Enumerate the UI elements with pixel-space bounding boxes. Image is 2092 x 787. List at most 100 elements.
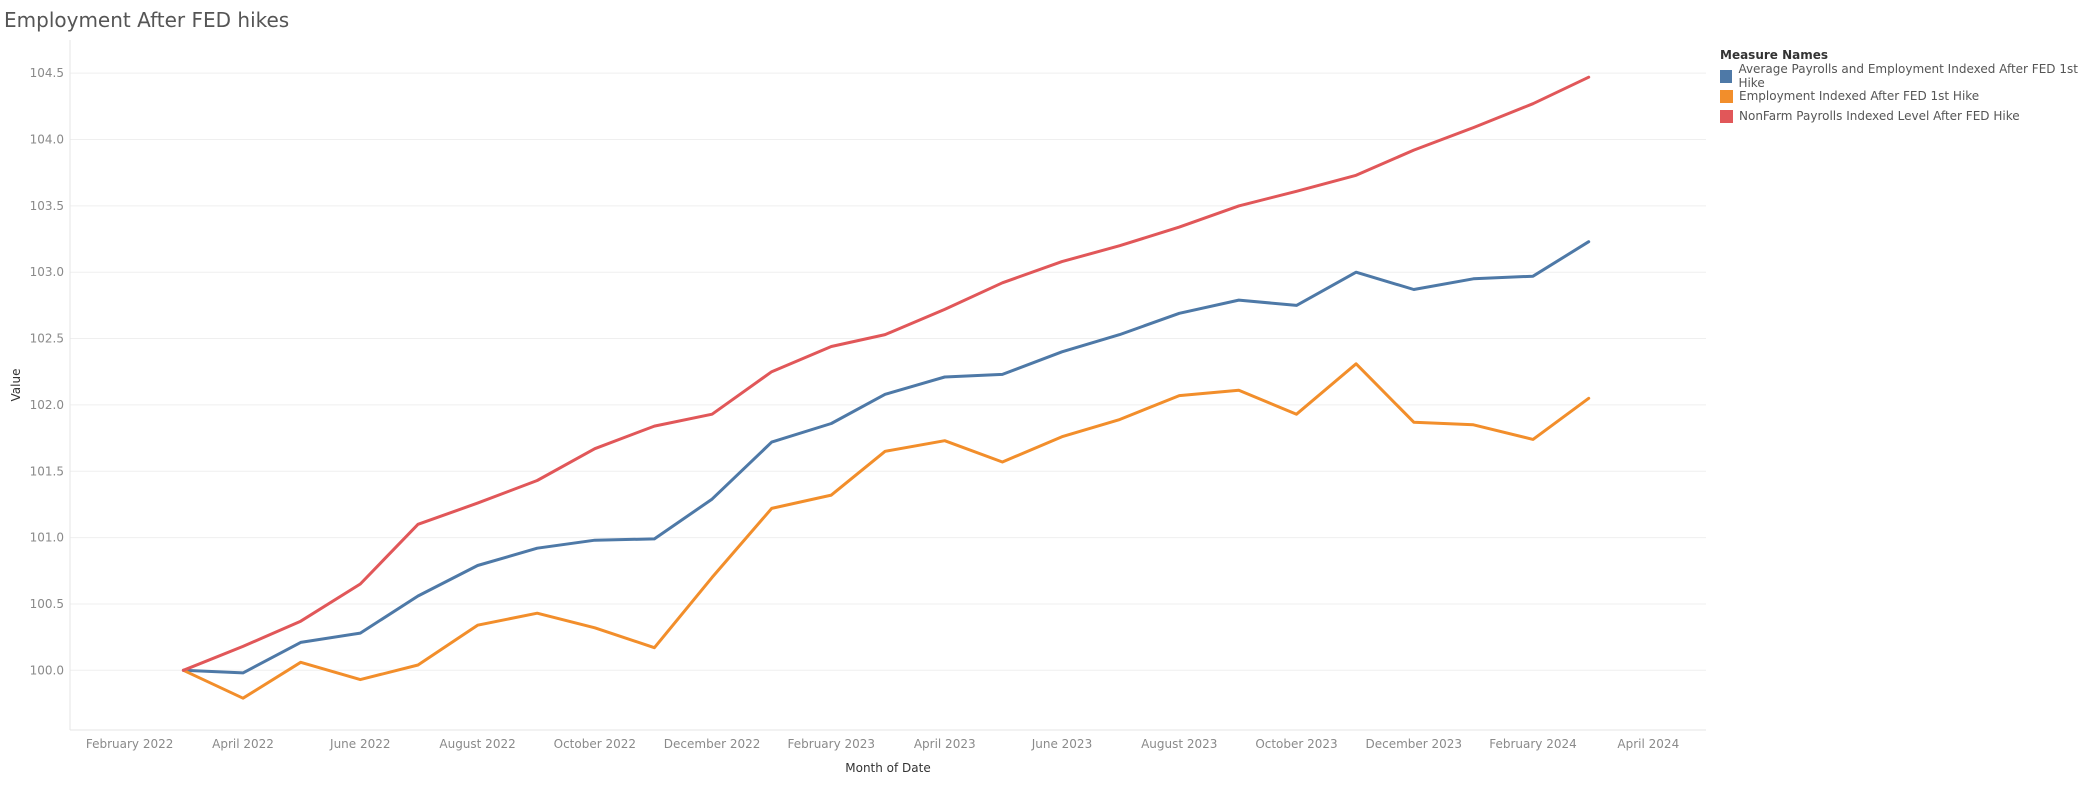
data-point-avg[interactable] [882, 391, 888, 397]
data-point-emp[interactable] [1411, 419, 1417, 425]
series-line-nfp[interactable] [181, 75, 1591, 672]
data-point-emp[interactable] [942, 438, 948, 444]
y-tick-label: 102.0 [30, 398, 64, 412]
legend-item-avg[interactable]: Average Payrolls and Employment Indexed … [1720, 62, 2092, 90]
data-point-avg[interactable] [1470, 276, 1476, 282]
data-point-avg[interactable] [828, 420, 834, 426]
data-point-nfp[interactable] [1353, 172, 1359, 178]
data-point-avg[interactable] [1176, 310, 1182, 316]
x-tick-label: August 2022 [439, 737, 515, 751]
data-point-avg[interactable] [534, 545, 540, 551]
data-point-avg[interactable] [298, 639, 304, 645]
x-tick-label: June 2022 [329, 737, 391, 751]
data-point-avg[interactable] [1059, 349, 1065, 355]
data-point-nfp[interactable] [1294, 188, 1300, 194]
data-point-emp[interactable] [1117, 417, 1123, 423]
legend-title: Measure Names [1720, 48, 1829, 62]
data-point-avg[interactable] [709, 496, 715, 502]
data-point-nfp[interactable] [769, 369, 775, 375]
data-point-emp[interactable] [415, 662, 421, 668]
data-point-avg[interactable] [1353, 269, 1359, 275]
data-point-nfp[interactable] [1411, 147, 1417, 153]
data-point-nfp[interactable] [592, 446, 598, 452]
data-point-emp[interactable] [240, 695, 246, 701]
data-point-emp[interactable] [357, 677, 363, 683]
series-line-avg[interactable] [181, 240, 1591, 675]
data-point-nfp[interactable] [999, 280, 1005, 286]
data-point-emp[interactable] [534, 610, 540, 616]
data-point-nfp[interactable] [1530, 101, 1536, 107]
y-tick-label: 101.5 [30, 464, 64, 478]
data-point-emp[interactable] [475, 622, 481, 628]
data-point-avg[interactable] [415, 593, 421, 599]
data-point-emp[interactable] [709, 574, 715, 580]
data-point-avg[interactable] [1236, 297, 1242, 303]
data-point-emp[interactable] [1530, 436, 1536, 442]
x-tick-label: April 2022 [212, 737, 274, 751]
gridlines [70, 72, 1706, 671]
data-point-avg[interactable] [1530, 273, 1536, 279]
x-axis-label: Month of Date [845, 761, 931, 775]
data-point-nfp[interactable] [882, 332, 888, 338]
data-point-emp[interactable] [1470, 422, 1476, 428]
data-point-nfp[interactable] [942, 306, 948, 312]
data-point-nfp[interactable] [1586, 74, 1592, 80]
legend-item-nfp[interactable]: NonFarm Payrolls Indexed Level After FED… [1720, 106, 2092, 126]
data-point-avg[interactable] [1586, 239, 1592, 245]
data-point-nfp[interactable] [1470, 125, 1476, 131]
x-tick-label: August 2023 [1141, 737, 1217, 751]
data-point-nfp[interactable] [709, 411, 715, 417]
data-point-emp[interactable] [298, 659, 304, 665]
data-point-avg[interactable] [592, 537, 598, 543]
data-point-avg[interactable] [1294, 302, 1300, 308]
x-tick-label: December 2023 [1365, 737, 1462, 751]
data-point-avg[interactable] [999, 371, 1005, 377]
data-point-nfp[interactable] [357, 581, 363, 587]
data-point-nfp[interactable] [475, 500, 481, 506]
series-line-emp[interactable] [181, 362, 1591, 700]
data-point-avg[interactable] [769, 439, 775, 445]
data-point-avg[interactable] [357, 630, 363, 636]
data-point-nfp[interactable] [180, 667, 186, 673]
data-point-nfp[interactable] [240, 643, 246, 649]
data-point-avg[interactable] [651, 536, 657, 542]
x-tick-label: June 2023 [1031, 737, 1093, 751]
data-point-emp[interactable] [1294, 411, 1300, 417]
data-point-nfp[interactable] [298, 618, 304, 624]
x-tick-label: April 2023 [914, 737, 976, 751]
legend-label: Average Payrolls and Employment Indexed … [1738, 62, 2078, 90]
data-point-nfp[interactable] [534, 478, 540, 484]
data-point-emp[interactable] [882, 448, 888, 454]
data-point-emp[interactable] [999, 459, 1005, 465]
data-point-avg[interactable] [1411, 286, 1417, 292]
data-point-avg[interactable] [240, 670, 246, 676]
chart-title: Employment After FED hikes [4, 8, 290, 32]
data-point-avg[interactable] [942, 374, 948, 380]
data-point-emp[interactable] [1059, 434, 1065, 440]
x-tick-label: February 2023 [788, 737, 876, 751]
data-point-nfp[interactable] [1176, 224, 1182, 230]
data-point-emp[interactable] [1586, 395, 1592, 401]
data-point-nfp[interactable] [415, 521, 421, 527]
y-tick-label: 103.0 [30, 265, 64, 279]
data-point-nfp[interactable] [1236, 203, 1242, 209]
data-point-nfp[interactable] [1117, 243, 1123, 249]
data-point-emp[interactable] [1176, 393, 1182, 399]
data-point-emp[interactable] [1353, 361, 1359, 367]
data-point-emp[interactable] [1236, 387, 1242, 393]
data-point-nfp[interactable] [828, 344, 834, 350]
data-point-emp[interactable] [769, 505, 775, 511]
legend-item-emp[interactable]: Employment Indexed After FED 1st Hike [1720, 86, 2092, 106]
data-point-emp[interactable] [651, 645, 657, 651]
data-point-nfp[interactable] [1059, 259, 1065, 265]
y-axis-label: Value [9, 369, 23, 402]
y-tick-label: 101.0 [30, 531, 64, 545]
x-tick-label: February 2022 [86, 737, 174, 751]
data-point-emp[interactable] [592, 625, 598, 631]
data-point-avg[interactable] [475, 562, 481, 568]
data-point-nfp[interactable] [651, 423, 657, 429]
data-point-emp[interactable] [828, 492, 834, 498]
data-point-avg[interactable] [1117, 332, 1123, 338]
legend-label: NonFarm Payrolls Indexed Level After FED… [1739, 109, 2020, 123]
y-tick-label: 102.5 [30, 332, 64, 346]
